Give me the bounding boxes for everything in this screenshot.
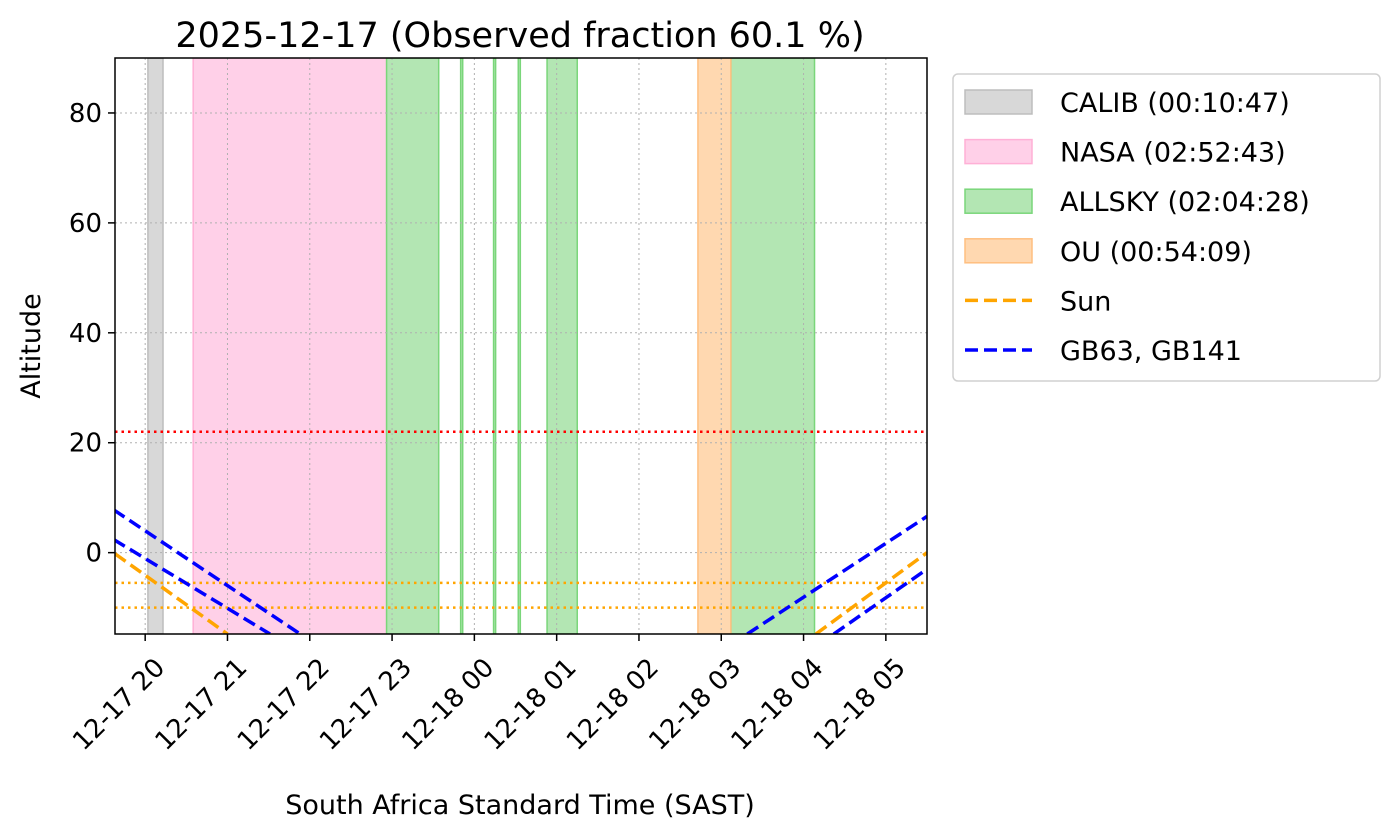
y-tick-label: 60 [69, 209, 102, 239]
legend-label: OU (00:54:09) [1060, 237, 1252, 268]
span-allsky [546, 58, 578, 634]
x-axis-label: South Africa Standard Time (SAST) [285, 790, 755, 821]
chart-title: 2025-12-17 (Observed fraction 60.1 %) [175, 16, 864, 56]
span-calib [147, 58, 164, 634]
series-line-sun [814, 551, 927, 634]
legend-item: GB63, GB141 [965, 336, 1242, 367]
plot-content [115, 58, 927, 634]
legend-item: ALLSKY (02:04:28) [964, 187, 1310, 218]
span-allsky [730, 58, 816, 634]
series-line-sun [115, 552, 229, 634]
legend-label: GB63, GB141 [1060, 336, 1242, 367]
span-allsky [517, 58, 522, 634]
y-tick-label: 80 [69, 99, 102, 129]
legend-frame [952, 73, 1381, 382]
legend-item: OU (00:54:09) [964, 237, 1252, 268]
legend: CALIB (00:10:47) NASA (02:52:43) ALLSKY (0… [952, 73, 1381, 382]
y-tick-label: 40 [69, 319, 102, 349]
series-line-gb63-gb141 [115, 538, 271, 634]
legend-item: NASA (02:52:43) [964, 138, 1286, 169]
legend-item: Sun [965, 286, 1111, 317]
series-line-gb63-gb141 [746, 514, 927, 634]
legend-label: NASA (02:52:43) [1060, 138, 1286, 169]
legend-swatch [964, 89, 1033, 115]
legend-label: CALIB (00:10:47) [1060, 88, 1290, 119]
plot-frame [114, 57, 928, 635]
span-allsky [459, 58, 464, 634]
legend-item: CALIB (00:10:47) [964, 88, 1290, 119]
legend-swatch [964, 138, 1033, 165]
span-ou [697, 58, 732, 634]
span-nasa [192, 58, 388, 634]
legend-swatch [964, 188, 1033, 214]
span-allsky [385, 58, 440, 634]
y-tick-label: 20 [69, 429, 102, 459]
legend-swatch [964, 238, 1033, 264]
y-tick-label: 0 [85, 539, 102, 569]
span-allsky [492, 58, 497, 634]
y-axis-label: Altitude [16, 293, 47, 399]
legend-label: ALLSKY (02:04:28) [1060, 187, 1310, 218]
series-line-gb63-gb141 [832, 567, 927, 634]
legend-label: Sun [1060, 286, 1111, 317]
